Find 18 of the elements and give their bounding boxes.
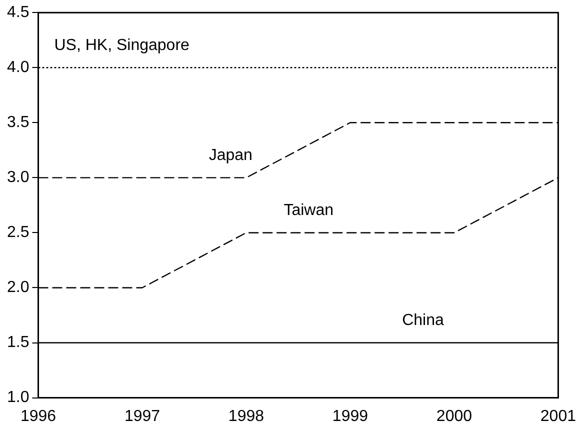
series-label: Taiwan xyxy=(284,202,334,220)
y-tick-label: 1.5 xyxy=(6,334,30,352)
x-tick-label: 1999 xyxy=(332,408,368,425)
y-tick-label: 2.5 xyxy=(6,224,30,242)
series-label: US, HK, Singapore xyxy=(54,37,190,54)
y-tick-label: 3.5 xyxy=(6,114,30,132)
x-tick-label: 1997 xyxy=(124,408,160,425)
x-tick-label: 2000 xyxy=(436,408,472,425)
y-tick-label: 1.0 xyxy=(6,389,30,406)
y-tick-label: 4.5 xyxy=(6,4,30,22)
x-tick-label: 1998 xyxy=(228,408,264,425)
y-tick-label: 2.0 xyxy=(6,279,30,296)
y-tick-label: 3.0 xyxy=(6,169,30,186)
y-tick-label: 4.0 xyxy=(6,59,30,76)
series-label: China xyxy=(402,312,444,330)
x-tick-label: 2001 xyxy=(540,408,576,425)
series-label: Japan xyxy=(208,147,252,164)
x-tick-label: 1996 xyxy=(20,408,56,425)
